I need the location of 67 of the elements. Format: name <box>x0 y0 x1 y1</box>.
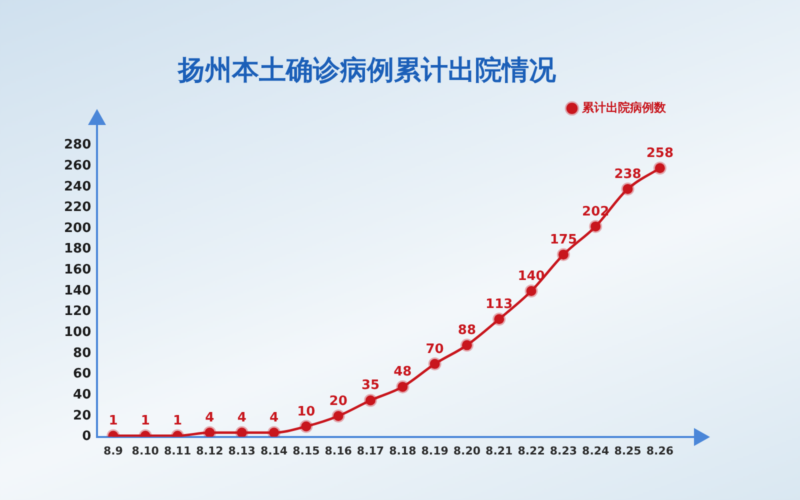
y-tick-label: 60 <box>73 366 92 382</box>
x-tick-label: 8.23 <box>550 444 578 458</box>
y-tick-label: 240 <box>64 179 92 194</box>
point <box>556 248 570 262</box>
point <box>460 338 474 352</box>
y-tick-label: 120 <box>64 304 92 320</box>
y-tick-label: 200 <box>64 220 92 236</box>
data-label: 1 <box>108 414 118 429</box>
y-tick-label: 80 <box>73 346 92 361</box>
data-label: 1 <box>140 414 150 429</box>
data-label: 10 <box>297 404 316 420</box>
point <box>268 426 281 437</box>
x-tick-label: 8.21 <box>486 444 513 458</box>
data-label: 20 <box>329 394 348 409</box>
data-label: 4 <box>205 410 214 426</box>
point <box>492 312 506 326</box>
point <box>428 357 442 370</box>
x-tick-label: 8.12 <box>196 444 224 458</box>
point <box>524 284 538 298</box>
point <box>235 426 248 437</box>
data-label: 4 <box>269 410 279 426</box>
point <box>396 380 410 394</box>
point <box>589 220 602 233</box>
point <box>653 162 666 175</box>
data-label: 1 <box>173 414 182 429</box>
y-tick-label: 0 <box>82 429 92 444</box>
x-tick-label: 8.20 <box>453 444 481 458</box>
x-tick-label: 8.19 <box>421 444 448 458</box>
x-tick-label: 8.16 <box>324 444 352 458</box>
data-label: 113 <box>486 297 513 312</box>
point <box>332 409 345 422</box>
point <box>300 420 313 433</box>
y-tick-label: 40 <box>73 388 92 403</box>
y-tick-label: 20 <box>73 408 92 424</box>
y-tick-label: 140 <box>64 283 92 298</box>
x-tick-label: 8.9 <box>103 444 123 458</box>
x-tick-label: 8.25 <box>614 444 642 458</box>
data-label: 175 <box>550 232 578 248</box>
y-tick-label: 280 <box>64 138 92 153</box>
x-tick-label: 8.14 <box>260 444 288 458</box>
y-tick-label: 160 <box>64 262 92 278</box>
chart-title: 扬州本土确诊病例累计出院情况 <box>177 55 557 86</box>
x-tick-label: 8.17 <box>356 444 384 458</box>
x-tick-label: 8.18 <box>389 444 416 458</box>
point <box>203 426 216 437</box>
data-label: 48 <box>394 364 412 380</box>
data-label: 258 <box>646 146 674 162</box>
data-label: 70 <box>426 342 444 357</box>
data-label: 238 <box>614 166 642 182</box>
y-tick-label: 220 <box>64 200 92 216</box>
y-tick-label: 100 <box>64 325 92 340</box>
data-label: 202 <box>582 204 610 220</box>
data-label: 4 <box>237 410 246 426</box>
legend-label: 累计出院病例数 <box>581 100 667 115</box>
x-tick-label: 8.13 <box>228 444 256 458</box>
x-tick-label: 8.15 <box>292 444 320 458</box>
point <box>621 182 634 196</box>
x-tick-label: 8.10 <box>132 444 160 458</box>
data-label: 35 <box>361 378 380 394</box>
x-tick-label: 8.22 <box>518 444 545 458</box>
y-tick-label: 180 <box>64 242 92 257</box>
point <box>364 394 377 407</box>
x-tick-label: 8.11 <box>164 444 192 458</box>
x-tick-label: 8.26 <box>646 444 674 458</box>
y-tick-label: 260 <box>64 158 92 174</box>
x-tick-label: 8.24 <box>582 444 610 458</box>
data-label: 88 <box>458 323 476 338</box>
